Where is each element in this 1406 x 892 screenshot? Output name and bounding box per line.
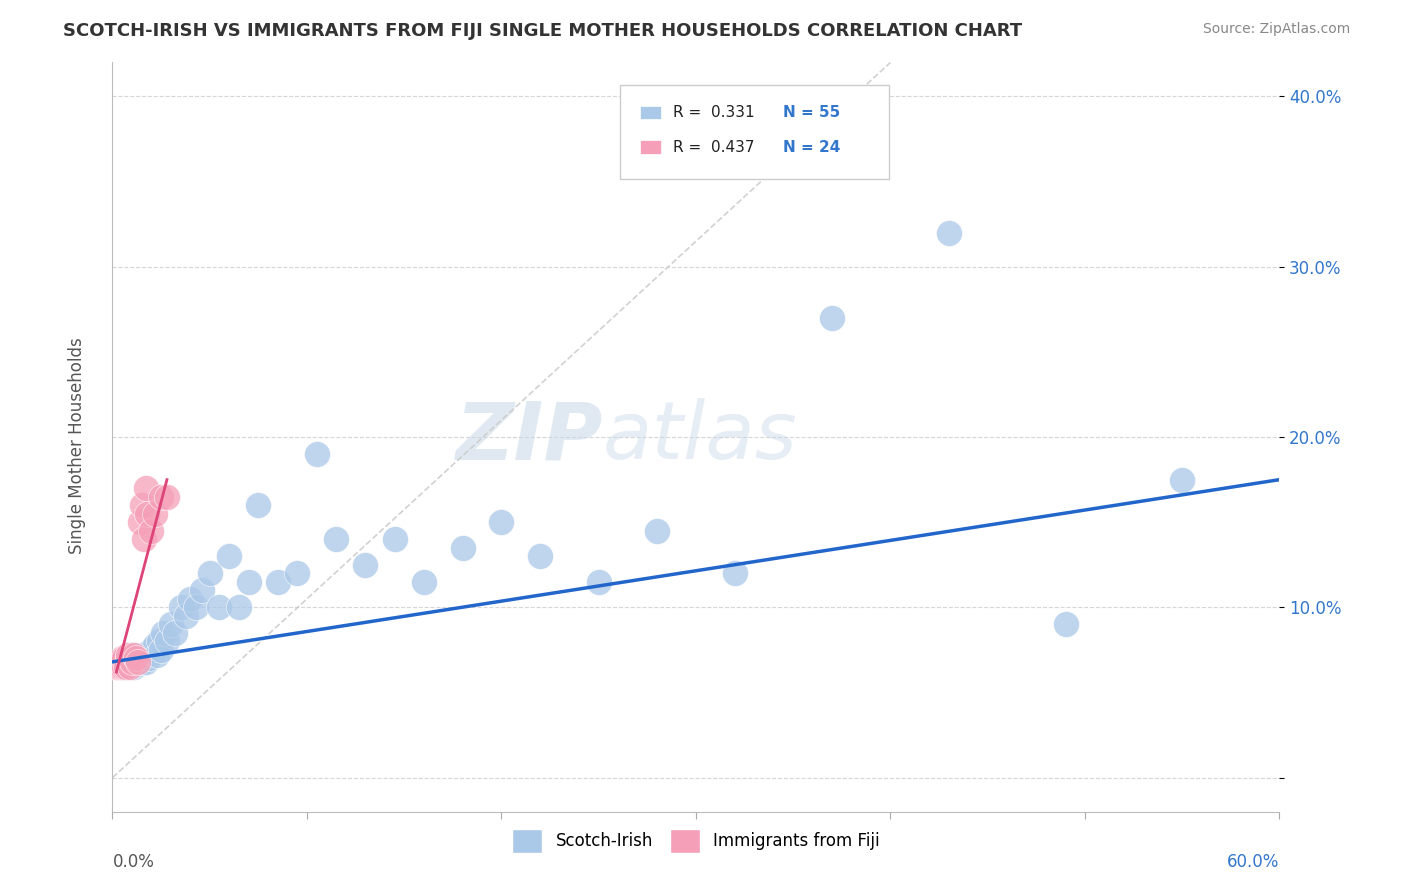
Point	[138, 651, 160, 665]
Point	[179, 591, 201, 606]
Point	[142, 646, 165, 660]
Point	[122, 648, 145, 662]
Point	[305, 447, 328, 461]
Point	[125, 655, 148, 669]
Point	[150, 490, 173, 504]
Point	[156, 490, 179, 504]
Point	[122, 660, 145, 674]
Text: 0.0%: 0.0%	[112, 853, 155, 871]
Point	[160, 617, 183, 632]
Point	[412, 574, 434, 589]
Point	[132, 651, 155, 665]
Point	[132, 533, 155, 547]
Point	[128, 651, 150, 665]
Point	[821, 310, 844, 325]
Bar	[640, 106, 661, 120]
Point	[121, 655, 143, 669]
Point	[191, 583, 214, 598]
Point	[267, 574, 290, 589]
Point	[118, 660, 141, 674]
Point	[115, 660, 138, 674]
Point	[115, 655, 138, 669]
Point	[128, 515, 150, 529]
Point	[176, 608, 198, 623]
Point	[491, 515, 513, 529]
Point	[285, 566, 308, 581]
Point	[105, 660, 128, 674]
Point	[111, 660, 134, 674]
Point	[384, 533, 406, 547]
Point	[169, 600, 191, 615]
Point	[247, 498, 270, 512]
Point	[208, 600, 231, 615]
Text: SCOTCH-IRISH VS IMMIGRANTS FROM FIJI SINGLE MOTHER HOUSEHOLDS CORRELATION CHART: SCOTCH-IRISH VS IMMIGRANTS FROM FIJI SIN…	[63, 22, 1022, 40]
Point	[163, 626, 186, 640]
Point	[121, 648, 143, 662]
Text: atlas: atlas	[603, 398, 797, 476]
Point	[121, 655, 143, 669]
Point	[156, 634, 179, 648]
Point	[136, 507, 159, 521]
Point	[117, 651, 139, 665]
Point	[354, 558, 377, 572]
Point	[127, 657, 149, 671]
Point	[118, 648, 141, 662]
Point	[218, 549, 240, 564]
Point	[451, 541, 474, 555]
Point	[117, 651, 139, 665]
Point	[117, 648, 139, 662]
Text: R =  0.331: R = 0.331	[672, 105, 754, 120]
Point	[125, 651, 148, 665]
Text: Source: ZipAtlas.com: Source: ZipAtlas.com	[1202, 22, 1350, 37]
Point	[111, 660, 134, 674]
Text: R =  0.437: R = 0.437	[672, 140, 754, 154]
Point	[111, 651, 134, 665]
Point	[184, 600, 207, 615]
Bar	[640, 140, 661, 153]
Point	[131, 498, 153, 512]
Point	[131, 655, 153, 669]
Point	[135, 481, 157, 495]
Point	[938, 226, 960, 240]
Point	[127, 655, 149, 669]
Point	[150, 643, 173, 657]
Point	[238, 574, 260, 589]
Text: 60.0%: 60.0%	[1227, 853, 1279, 871]
Point	[143, 638, 166, 652]
Point	[228, 600, 250, 615]
Text: N = 24: N = 24	[783, 140, 841, 154]
Legend: Scotch-Irish, Immigrants from Fiji: Scotch-Irish, Immigrants from Fiji	[506, 822, 886, 860]
Point	[131, 648, 153, 662]
Point	[1054, 617, 1077, 632]
Point	[1171, 473, 1194, 487]
Point	[724, 566, 747, 581]
Point	[645, 524, 668, 538]
Text: Single Mother Households: Single Mother Households	[69, 338, 86, 554]
Point	[112, 651, 135, 665]
Point	[146, 648, 169, 662]
FancyBboxPatch shape	[620, 85, 889, 178]
Point	[325, 533, 347, 547]
Text: ZIP: ZIP	[456, 398, 603, 476]
Point	[110, 660, 132, 674]
Point	[148, 634, 170, 648]
Point	[136, 648, 159, 662]
Point	[198, 566, 221, 581]
Point	[141, 643, 163, 657]
Point	[529, 549, 551, 564]
Point	[152, 626, 174, 640]
Point	[588, 574, 610, 589]
Point	[121, 651, 143, 665]
Text: N = 55: N = 55	[783, 105, 841, 120]
Point	[141, 524, 163, 538]
Point	[107, 660, 129, 674]
Point	[135, 655, 157, 669]
Point	[112, 660, 135, 674]
Point	[143, 507, 166, 521]
